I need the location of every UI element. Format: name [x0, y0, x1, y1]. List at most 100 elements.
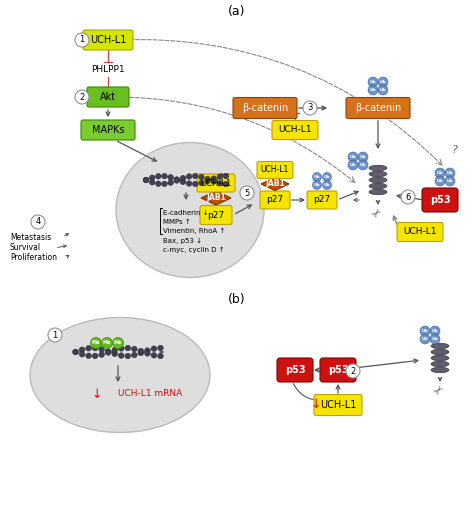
FancyArrowPatch shape [339, 191, 358, 199]
Circle shape [312, 172, 321, 182]
FancyBboxPatch shape [257, 162, 293, 179]
Text: Ub: Ub [360, 163, 366, 167]
FancyArrowPatch shape [376, 121, 380, 148]
Circle shape [86, 345, 91, 351]
Circle shape [138, 350, 144, 356]
Circle shape [217, 181, 223, 186]
Text: 1: 1 [79, 35, 85, 45]
FancyArrowPatch shape [58, 245, 66, 248]
FancyArrowPatch shape [106, 110, 110, 116]
Text: E-cadherin ↓: E-cadherin ↓ [163, 210, 209, 216]
FancyArrowPatch shape [357, 359, 418, 368]
Text: p53: p53 [285, 365, 305, 375]
FancyBboxPatch shape [314, 394, 362, 416]
Circle shape [86, 353, 91, 359]
Text: Ub: Ub [447, 171, 453, 175]
Circle shape [145, 350, 150, 356]
Circle shape [322, 172, 331, 182]
Ellipse shape [369, 177, 387, 183]
Circle shape [118, 353, 124, 359]
Circle shape [112, 347, 118, 353]
Circle shape [346, 364, 360, 378]
Ellipse shape [431, 343, 449, 349]
Text: Ub: Ub [422, 329, 428, 333]
Circle shape [168, 174, 173, 180]
Text: (b): (b) [228, 293, 246, 306]
Text: UCH-L1: UCH-L1 [403, 227, 437, 236]
Text: Metastasis: Metastasis [10, 232, 51, 242]
Circle shape [112, 338, 124, 348]
Circle shape [435, 168, 445, 178]
Text: 1: 1 [52, 330, 58, 340]
Circle shape [99, 347, 104, 352]
FancyArrowPatch shape [236, 205, 251, 214]
Circle shape [155, 173, 161, 179]
Circle shape [125, 353, 131, 359]
FancyArrowPatch shape [64, 234, 69, 236]
Text: JAB1: JAB1 [265, 180, 285, 188]
Circle shape [180, 175, 186, 181]
Text: Me: Me [92, 341, 100, 345]
Text: Ub: Ub [350, 163, 356, 167]
Text: Me: Me [103, 341, 111, 345]
Circle shape [132, 352, 137, 358]
Circle shape [75, 33, 89, 47]
FancyArrowPatch shape [66, 255, 69, 258]
Text: p27: p27 [266, 195, 283, 205]
Circle shape [92, 353, 98, 359]
Text: Survival: Survival [10, 244, 41, 252]
Circle shape [358, 152, 368, 162]
FancyBboxPatch shape [83, 30, 133, 50]
FancyBboxPatch shape [307, 191, 337, 209]
Text: Proliferation: Proliferation [10, 253, 57, 263]
FancyArrowPatch shape [299, 106, 326, 110]
FancyBboxPatch shape [277, 358, 313, 382]
Ellipse shape [431, 349, 449, 355]
Ellipse shape [431, 355, 449, 361]
Text: ✂: ✂ [371, 207, 385, 221]
Circle shape [348, 160, 358, 170]
Circle shape [420, 326, 430, 336]
Circle shape [105, 349, 111, 354]
FancyBboxPatch shape [197, 174, 235, 192]
Circle shape [199, 174, 204, 180]
Circle shape [151, 346, 157, 351]
Text: ↓: ↓ [311, 399, 321, 411]
Text: Ub: Ub [380, 88, 386, 92]
Circle shape [368, 85, 378, 95]
Circle shape [217, 174, 223, 180]
Circle shape [430, 326, 440, 336]
Circle shape [99, 352, 104, 358]
Circle shape [143, 177, 149, 183]
Text: β-catenin: β-catenin [355, 103, 401, 113]
FancyBboxPatch shape [346, 97, 410, 119]
Text: MMPs ↑: MMPs ↑ [163, 219, 191, 225]
Circle shape [151, 352, 157, 358]
FancyBboxPatch shape [272, 121, 318, 140]
Circle shape [445, 168, 455, 178]
Circle shape [358, 160, 368, 170]
Circle shape [138, 348, 144, 354]
Text: Ub: Ub [437, 179, 443, 183]
Circle shape [174, 177, 180, 183]
Circle shape [445, 176, 455, 186]
Circle shape [378, 85, 388, 95]
Text: Ub: Ub [370, 88, 376, 92]
Ellipse shape [369, 189, 387, 195]
Text: Ub: Ub [314, 175, 320, 179]
FancyBboxPatch shape [260, 191, 290, 209]
FancyArrowPatch shape [438, 378, 442, 381]
FancyBboxPatch shape [422, 188, 458, 212]
Text: JAB1: JAB1 [206, 193, 226, 203]
Circle shape [322, 181, 331, 189]
Text: p27: p27 [208, 210, 225, 220]
Text: Ub: Ub [370, 80, 376, 84]
Text: (a): (a) [228, 6, 246, 18]
Circle shape [205, 176, 210, 182]
Text: p27: p27 [313, 195, 330, 205]
FancyBboxPatch shape [81, 120, 135, 140]
Text: Ub: Ub [324, 183, 330, 187]
Circle shape [180, 179, 186, 185]
Polygon shape [261, 177, 289, 190]
Text: ↓: ↓ [92, 387, 102, 401]
